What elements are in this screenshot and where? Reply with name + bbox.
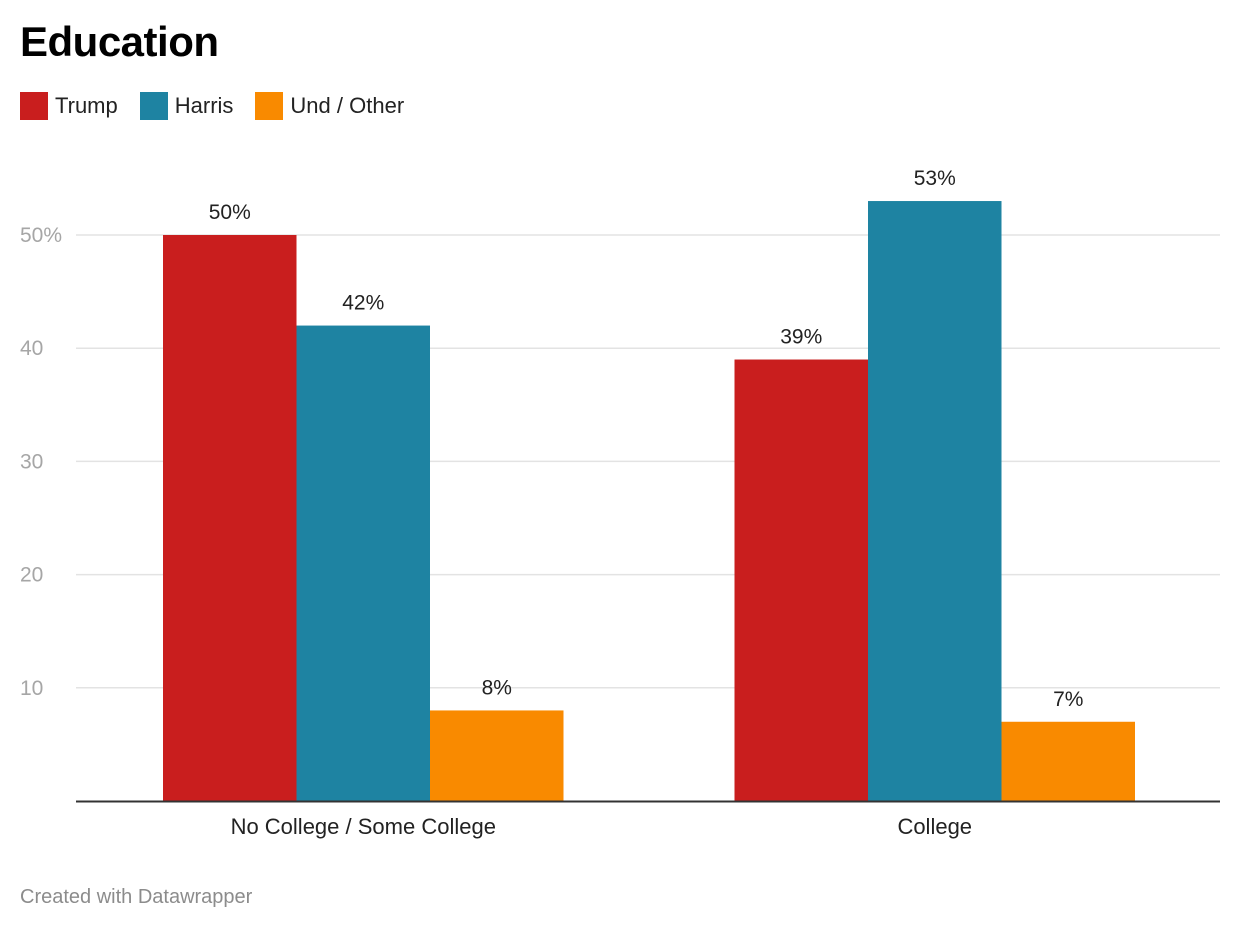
legend-item-harris: Harris	[139, 92, 234, 120]
legend-swatch-harris	[139, 92, 168, 120]
legend-label-harris: Harris	[174, 93, 234, 118]
bar-value-label: 8%	[482, 676, 512, 699]
legend-item-trump: Trump	[20, 92, 118, 120]
category-label: No College / Some College	[231, 814, 496, 839]
legend-label-trump: Trump	[55, 93, 118, 118]
y-tick-label: 30	[20, 450, 43, 473]
y-tick-label: 40	[20, 337, 43, 360]
bar-chart: 10 20 30 40 50% 50% 42% 8% No College / Some Col…	[20, 167, 1220, 839]
y-tick-label: 20	[20, 564, 43, 587]
legend-swatch-trump	[20, 92, 48, 120]
bar	[868, 201, 1002, 802]
bar-value-label: 7%	[1053, 688, 1083, 711]
legend-label-other: Und / Other	[290, 93, 405, 118]
bar	[296, 325, 430, 801]
legend: Trump Harris Und / Other	[20, 92, 426, 120]
bar	[1001, 721, 1135, 801]
legend-item-other: Und / Other	[255, 92, 404, 120]
bar-value-label: 53%	[914, 167, 956, 190]
bar	[430, 710, 564, 801]
bar-value-label: 39%	[780, 326, 822, 349]
y-tick-label: 50%	[20, 224, 62, 247]
bar	[163, 235, 297, 801]
y-tick-label: 10	[20, 677, 43, 700]
bar	[734, 359, 868, 801]
footer-credit: Created with Datawrapper	[20, 886, 253, 908]
bar-value-label: 50%	[209, 201, 251, 224]
chart-title: Education	[20, 18, 219, 65]
legend-swatch-other	[255, 92, 284, 120]
bar-value-label: 42%	[342, 292, 384, 315]
category-label: College	[897, 814, 972, 839]
